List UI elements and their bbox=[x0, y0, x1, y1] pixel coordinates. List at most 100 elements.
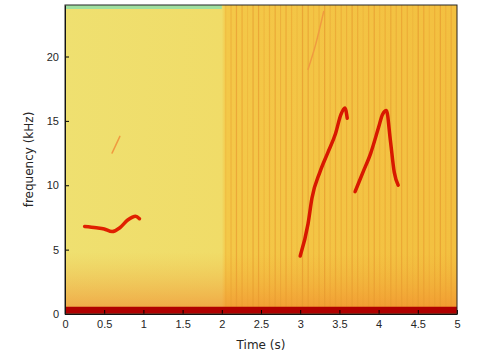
striation bbox=[374, 5, 375, 314]
striation bbox=[434, 5, 435, 314]
striation bbox=[423, 5, 424, 314]
striation bbox=[418, 5, 419, 314]
y-tick-label: 20 bbox=[47, 51, 59, 63]
striation bbox=[302, 5, 303, 314]
striation bbox=[407, 5, 408, 314]
x-tick: 2 bbox=[219, 310, 225, 330]
x-tick: 0.5 bbox=[97, 310, 112, 330]
striation bbox=[252, 5, 253, 314]
x-tick: 1 bbox=[141, 310, 147, 330]
striation bbox=[308, 5, 309, 314]
striation bbox=[236, 5, 237, 314]
y-tick: 5 bbox=[53, 244, 69, 256]
x-tick-label: 4 bbox=[376, 318, 382, 330]
striation bbox=[286, 5, 287, 314]
striation bbox=[302, 5, 303, 314]
striation bbox=[330, 5, 331, 314]
plot-shade bbox=[65, 5, 457, 314]
striation bbox=[423, 5, 424, 314]
striation bbox=[269, 5, 270, 314]
x-tick: 4 bbox=[376, 310, 382, 330]
x-axis: 0 0.5 1 1.5 2 2.5 3 3.5 4 4.5 5 bbox=[62, 310, 460, 330]
striation bbox=[225, 5, 226, 314]
striation bbox=[374, 5, 375, 314]
striation bbox=[451, 5, 452, 314]
trace bbox=[65, 307, 457, 314]
striation bbox=[253, 5, 254, 314]
traces bbox=[65, 11, 457, 310]
striation bbox=[357, 5, 358, 314]
trace bbox=[112, 136, 120, 153]
striation bbox=[258, 5, 259, 314]
striation bbox=[396, 5, 397, 314]
y-tick: 20 bbox=[47, 51, 69, 63]
x-tick-label: 2.5 bbox=[254, 318, 269, 330]
plot-background bbox=[65, 5, 457, 314]
x-tick-mark bbox=[379, 310, 380, 314]
trace bbox=[308, 11, 324, 69]
y-tick: 10 bbox=[47, 179, 69, 191]
striation bbox=[418, 5, 419, 314]
x-tick-label: 1 bbox=[141, 318, 147, 330]
x-tick-label: 5 bbox=[454, 318, 460, 330]
x-tick: 4.5 bbox=[411, 310, 426, 330]
x-tick-mark bbox=[261, 310, 262, 314]
x-tick-mark bbox=[339, 310, 340, 314]
x-tick-label: 1.5 bbox=[175, 318, 190, 330]
striation bbox=[385, 5, 386, 314]
x-tick: 3.5 bbox=[332, 310, 347, 330]
striation bbox=[264, 5, 265, 314]
x-axis-title: Time (s) bbox=[236, 338, 286, 352]
striation bbox=[357, 5, 358, 314]
striation bbox=[297, 5, 298, 314]
y-tick-mark bbox=[65, 121, 69, 122]
striation bbox=[247, 5, 248, 314]
plot-frame bbox=[65, 5, 457, 314]
striation bbox=[335, 5, 336, 314]
striation bbox=[280, 5, 281, 314]
y-tick-label: 5 bbox=[53, 244, 59, 256]
x-tick: 1.5 bbox=[175, 310, 190, 330]
striation bbox=[242, 5, 243, 314]
y-tick: 15 bbox=[47, 115, 69, 127]
striation bbox=[412, 5, 413, 314]
x-tick-label: 4.5 bbox=[411, 318, 426, 330]
x-tick-mark bbox=[183, 310, 184, 314]
striation bbox=[429, 5, 430, 314]
striation bbox=[291, 5, 292, 314]
x-tick-mark bbox=[143, 310, 144, 314]
y-axis-title: frequency (kHz) bbox=[22, 112, 36, 208]
striation bbox=[341, 5, 342, 314]
striation bbox=[274, 5, 275, 314]
striation bbox=[346, 5, 347, 314]
striation bbox=[236, 5, 237, 314]
striation bbox=[341, 5, 342, 314]
x-tick-label: 0.5 bbox=[97, 318, 112, 330]
striation bbox=[401, 5, 402, 314]
x-tick-label: 0 bbox=[62, 318, 68, 330]
y-tick-label: 15 bbox=[47, 115, 59, 127]
y-axis: 0 5 10 15 20 bbox=[47, 6, 69, 321]
x-tick-mark bbox=[222, 310, 223, 314]
striation bbox=[451, 5, 452, 314]
y-tick-label: 0 bbox=[53, 308, 59, 320]
striation bbox=[445, 5, 446, 314]
trace bbox=[300, 108, 347, 256]
striation bbox=[440, 5, 441, 314]
striation bbox=[379, 5, 380, 314]
y-tick-mark bbox=[65, 250, 69, 251]
x-tick-mark bbox=[418, 310, 419, 314]
striation bbox=[434, 5, 435, 314]
x-tick: 2.5 bbox=[254, 310, 269, 330]
x-tick-label: 3.5 bbox=[332, 318, 347, 330]
y-tick-mark bbox=[65, 57, 69, 58]
striation bbox=[241, 5, 242, 314]
x-tick-mark bbox=[300, 310, 301, 314]
x-tick: 3 bbox=[298, 310, 304, 330]
striation bbox=[285, 5, 286, 314]
striation bbox=[385, 5, 386, 314]
striation bbox=[352, 5, 353, 314]
y-tick-mark bbox=[65, 185, 69, 186]
striation bbox=[258, 5, 259, 314]
striation bbox=[291, 5, 292, 314]
